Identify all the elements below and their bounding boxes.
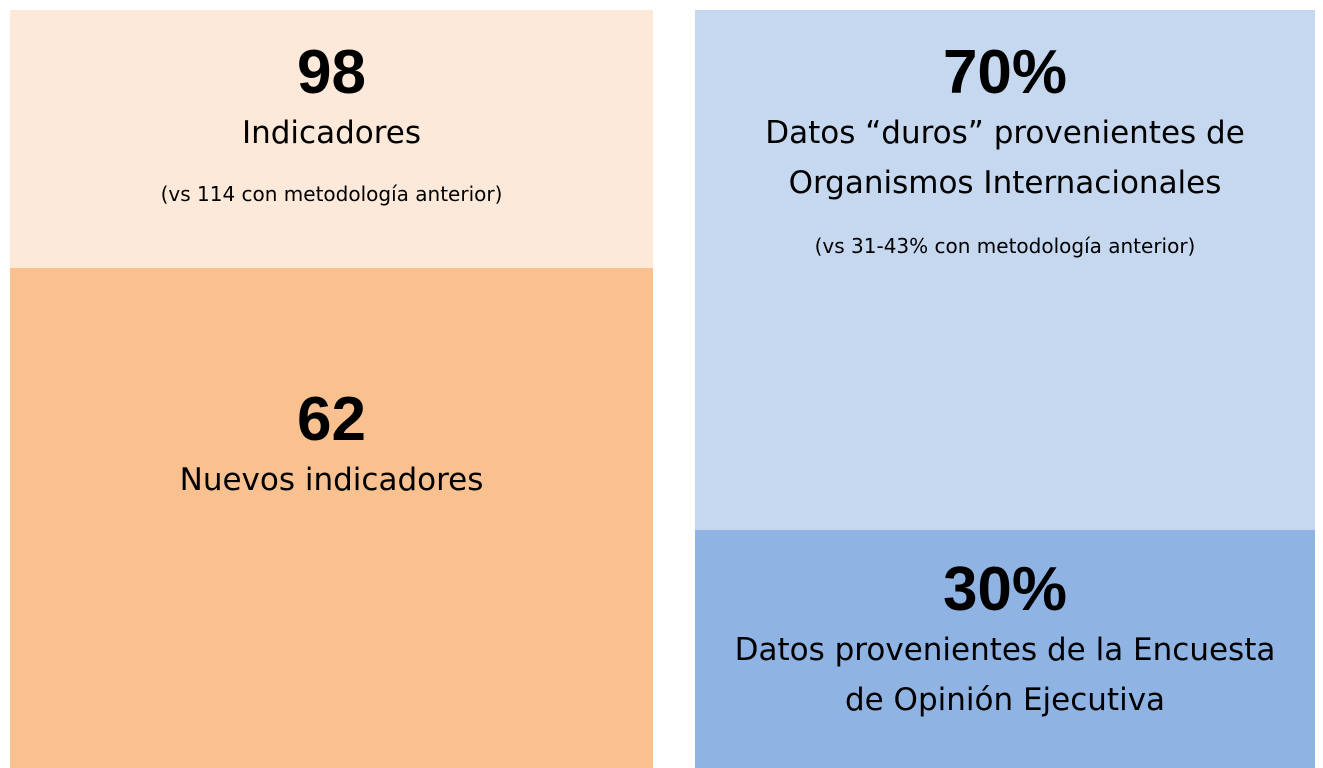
stat-note: (vs 31-43% con metodología anterior)	[814, 234, 1196, 258]
stat-note: (vs 114 con metodología anterior)	[160, 182, 503, 206]
stat-figure: 98	[297, 38, 366, 107]
stat-label: Nuevos indicadores	[179, 462, 484, 498]
stat-label: de Opinión Ejecutiva	[844, 682, 1166, 718]
stat-figure: 62	[297, 385, 366, 454]
stat-label: Organismos Internacionales	[788, 165, 1222, 201]
stat-box: 62 Nuevos indicadores	[10, 268, 653, 768]
stat-box: 98 Indicadores (vs 114 con metodología a…	[10, 10, 653, 268]
stat-label: Datos provenientes de la Encuesta	[734, 632, 1276, 668]
stat-figure: 30%	[942, 555, 1068, 624]
stat-label: Datos “duros” provenientes de	[765, 115, 1245, 151]
stat-box: 70% Datos “duros” provenientes de Organi…	[695, 10, 1315, 530]
stat-box: 30% Datos provenientes de la Encuesta de…	[695, 530, 1315, 768]
stat-figure: 70%	[942, 38, 1068, 107]
stat-label: Indicadores	[241, 115, 422, 151]
